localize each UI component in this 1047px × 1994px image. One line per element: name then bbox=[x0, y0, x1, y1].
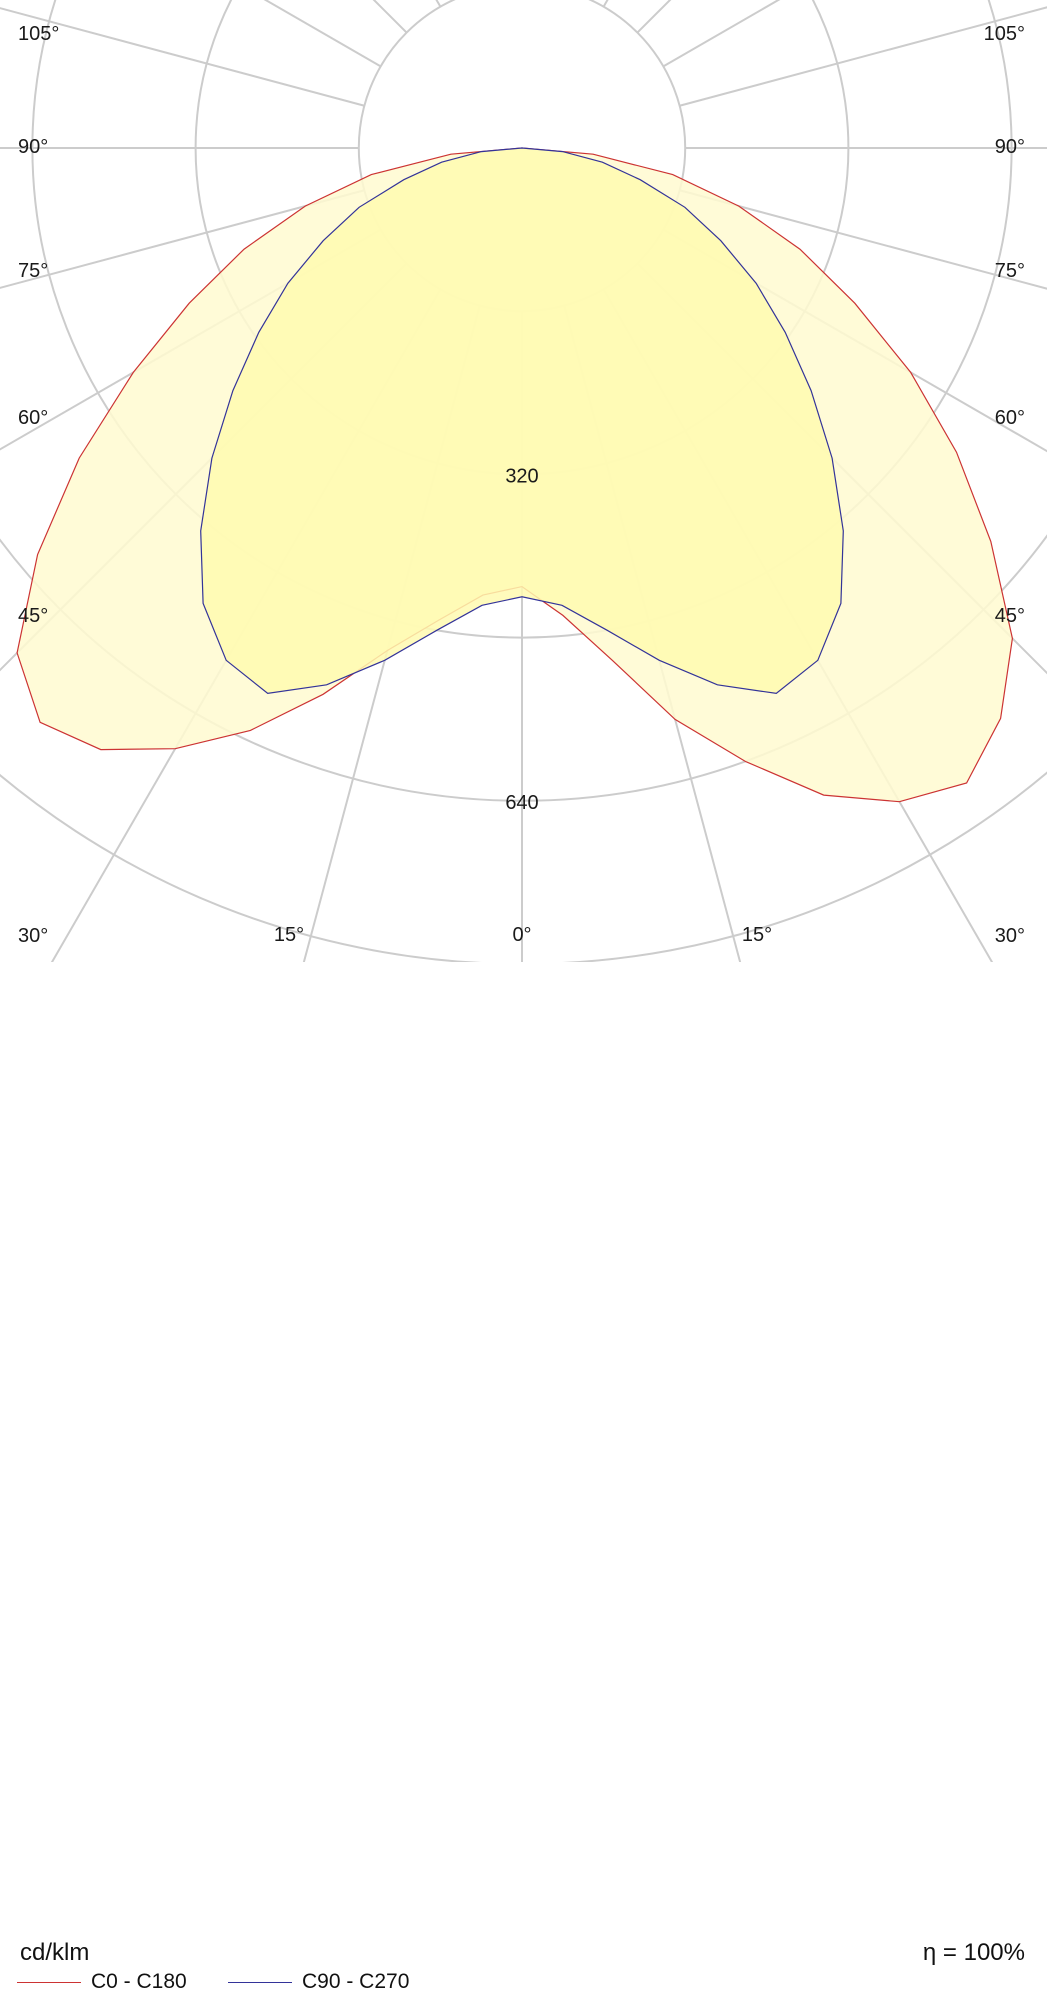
angle-label-15-right: 15° bbox=[742, 924, 772, 946]
legend-label: C0 - C180 bbox=[91, 1970, 187, 1993]
angle-label-105-right: 105° bbox=[984, 23, 1025, 45]
legend-swatch bbox=[17, 1981, 81, 1983]
series-c90-c270-curve bbox=[200, 147, 844, 695]
angle-label-90-left: 90° bbox=[18, 136, 48, 158]
grid-radial-line bbox=[372, 0, 408, 34]
legend-swatch bbox=[228, 1981, 292, 1983]
legend-entry-c0-c180: C0 - C180 bbox=[17, 1970, 187, 1994]
angle-label-75-left: 75° bbox=[18, 260, 48, 282]
angle-label-15-left: 15° bbox=[274, 924, 304, 946]
angle-label-45-left: 45° bbox=[18, 605, 48, 627]
angle-label-0: 0° bbox=[512, 924, 531, 946]
grid-radial-line bbox=[679, 6, 1047, 107]
legend-area: cd/klm η = 100% C0 - C180 C90 - C270 bbox=[0, 962, 1047, 1993]
angle-label-60-left: 60° bbox=[18, 407, 48, 429]
polar-plot: 320 640 105° 105° 90° 90° 75° 75° 60° 60° 45° 45° 30… bbox=[0, 0, 1047, 962]
ring-label: 320 bbox=[505, 465, 538, 487]
angle-label-60-right: 60° bbox=[995, 407, 1025, 429]
legend-entry-c90-c270: C90 - C270 bbox=[228, 1970, 409, 1994]
angle-label-75-right: 75° bbox=[995, 260, 1025, 282]
ring-label: 640 bbox=[505, 792, 538, 814]
grid-radial-line bbox=[0, 7, 365, 107]
grid-radial-line bbox=[0, 189, 365, 289]
angle-label-105-left: 105° bbox=[18, 23, 59, 45]
angle-label-30-left: 30° bbox=[18, 925, 48, 947]
grid-radial-line bbox=[679, 189, 1047, 290]
angle-label-45-right: 45° bbox=[995, 605, 1025, 627]
angle-label-30-right: 30° bbox=[995, 925, 1025, 947]
legend-label: C90 - C270 bbox=[302, 1970, 410, 1993]
efficiency-label: η = 100% bbox=[922, 1939, 1025, 1966]
unit-label: cd/klm bbox=[20, 1939, 90, 1966]
angle-label-90-right: 90° bbox=[995, 136, 1025, 158]
